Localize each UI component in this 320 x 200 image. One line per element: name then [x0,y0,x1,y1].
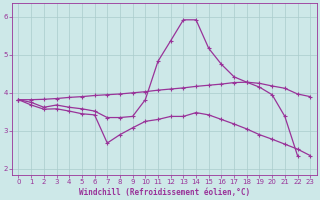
X-axis label: Windchill (Refroidissement éolien,°C): Windchill (Refroidissement éolien,°C) [79,188,250,197]
